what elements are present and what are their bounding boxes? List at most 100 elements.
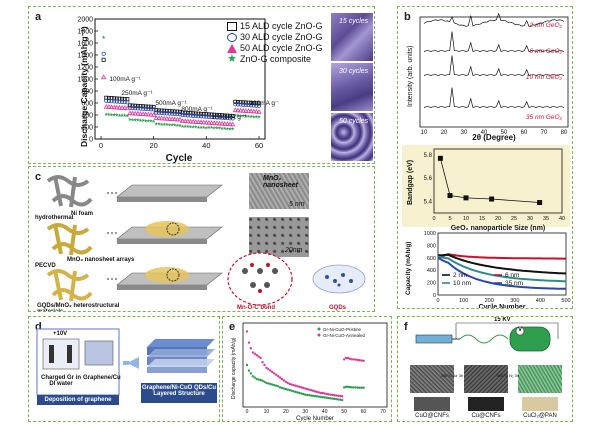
panel-a-point [222, 115, 227, 120]
panel-e-point-pristine [352, 386, 356, 389]
panel-d: d +10V Charged Gr in DI water Graphene/C… [28, 316, 220, 422]
panel-a-point [153, 115, 159, 120]
panel-e-point-pristine [282, 387, 286, 390]
panel-a-point [154, 110, 159, 115]
panel-a-point: ★ [117, 113, 122, 119]
panel-e-point-pristine [331, 397, 334, 400]
panel-b-xrd-xtick-label: 70 [541, 130, 548, 136]
panel-e-point-pristine [253, 376, 256, 379]
panel-a-point [256, 103, 262, 108]
panel-c-mn-o-c-bond [227, 252, 293, 306]
panel-e-point-pristine [309, 394, 313, 397]
panel-a-point [130, 105, 135, 111]
panel-a-point: ★ [186, 124, 191, 130]
panel-e-point-annealed [344, 356, 348, 360]
panel-c-gqds-label: GQDs [329, 305, 347, 311]
panel-a-point [138, 106, 143, 111]
panel-a-point [164, 115, 170, 121]
panel-a-point [246, 100, 251, 105]
panel-e-point-annealed [333, 394, 336, 397]
panel-a-point [201, 114, 206, 119]
panel-c-scale-bar-2: 20nm [285, 247, 303, 254]
panel-a-point [256, 101, 261, 106]
panel-a-point: ★ [228, 126, 233, 132]
panel-e-point-annealed [278, 376, 282, 379]
panel-a-point [191, 111, 196, 116]
panel-b-bandgap-xtick-label: 25 [511, 216, 517, 222]
panel-a-point [170, 109, 175, 114]
panel-a-point [248, 108, 254, 114]
panel-a-point [191, 113, 196, 118]
panel-b-xrd-trace [423, 55, 565, 76]
panel-e-point-annealed [249, 347, 253, 350]
panel-b-capacity-ytick-label: 200 [427, 281, 436, 287]
panel-b-xrd-trace-label: 35 nm GeO₂ [526, 114, 563, 121]
panel-a-point [151, 105, 156, 110]
panel-a-point: ★ [165, 122, 170, 128]
panel-a-point [141, 104, 146, 109]
panel-a-point: ★ [201, 125, 206, 131]
panel-a: a Discharge Capacity (mAh g⁻¹) Cycle 0 20… [28, 6, 375, 164]
panel-a-point: ★ [128, 117, 133, 123]
panel-d-charged-gr-label: Charged Gr in DI water [41, 375, 82, 387]
panel-a-point [154, 108, 159, 113]
panel-b-xrd-trace [423, 31, 565, 52]
panel-e-point-annealed [263, 363, 266, 367]
panel-a-point: ★ [238, 113, 243, 119]
panel-b-capacity-ytick-label: 600 [427, 256, 436, 262]
panel-a-point: ★ [115, 113, 120, 119]
panel-b-xrd-xtick-label: 50 [501, 130, 508, 136]
panel-a-point: ★ [107, 112, 112, 118]
panel-a-point [185, 113, 190, 118]
panel-a-point [198, 114, 204, 119]
panel-a-ytick-label: 1800 [77, 29, 93, 36]
panel-a-point [151, 107, 156, 112]
panel-e-point-annealed [321, 391, 324, 395]
panel-a-point [138, 104, 143, 109]
panel-a-point: ★ [183, 124, 188, 130]
panel-c-gqds [312, 264, 366, 294]
panel-e-xtick-label: 40 [322, 409, 328, 415]
panel-a-point [182, 118, 188, 124]
panel-e-point-annealed [309, 389, 313, 392]
panel-a-point [122, 105, 128, 110]
panel-a-point: ★ [209, 125, 214, 131]
panel-e-point-pristine [280, 386, 284, 390]
panel-a-point [167, 111, 172, 116]
panel-a-point [106, 104, 112, 109]
panel-a-point [199, 111, 204, 116]
panel-a-point: ★ [236, 113, 241, 119]
panel-a-point [117, 99, 122, 104]
panel-c-tem-image-1: MnO₂ nanosheet 5 nm [249, 173, 309, 209]
panel-a-point [135, 106, 140, 111]
panel-a-xtick-label: 60 [255, 141, 263, 150]
panel-a-point [129, 110, 136, 116]
panel-a-point [230, 114, 235, 119]
panel-b-xrd-trace [423, 87, 565, 108]
panel-a-ytick-label: 200 [81, 125, 93, 132]
panel-e-point-annealed [245, 330, 249, 333]
panel-a-point [233, 99, 238, 104]
panel-a-point [204, 112, 209, 117]
panel-e-point-pristine [292, 390, 295, 393]
panel-a-point: ★ [191, 125, 196, 131]
panel-a-xtick-label: 0 [99, 141, 103, 150]
panel-e-point-pristine [273, 383, 276, 387]
panel-a-point [172, 109, 177, 114]
panel-e-point-pristine [323, 396, 326, 399]
panel-b-xrd-xtick-label: 20 [441, 130, 448, 136]
panel-a-point [162, 108, 167, 113]
panel-e-point-pristine [342, 386, 346, 389]
panel-e-point-pristine [302, 392, 305, 396]
panel-e-point-pristine [271, 383, 274, 386]
panel-a-ytick-label: 1400 [77, 53, 93, 60]
panel-a-point [198, 119, 204, 125]
panel-a-point [180, 112, 185, 118]
panel-e-point-annealed [290, 383, 293, 386]
panel-b-capacity-ytick-label: 1000 [424, 231, 436, 237]
panel-e-point-pristine [294, 390, 297, 394]
panel-e-legend-label: Gr-Ni-CuO-Annealed [323, 333, 366, 338]
panel-a-point: ★ [170, 122, 175, 128]
panel-e-point-annealed [292, 383, 295, 387]
panel-a-point [217, 113, 222, 118]
